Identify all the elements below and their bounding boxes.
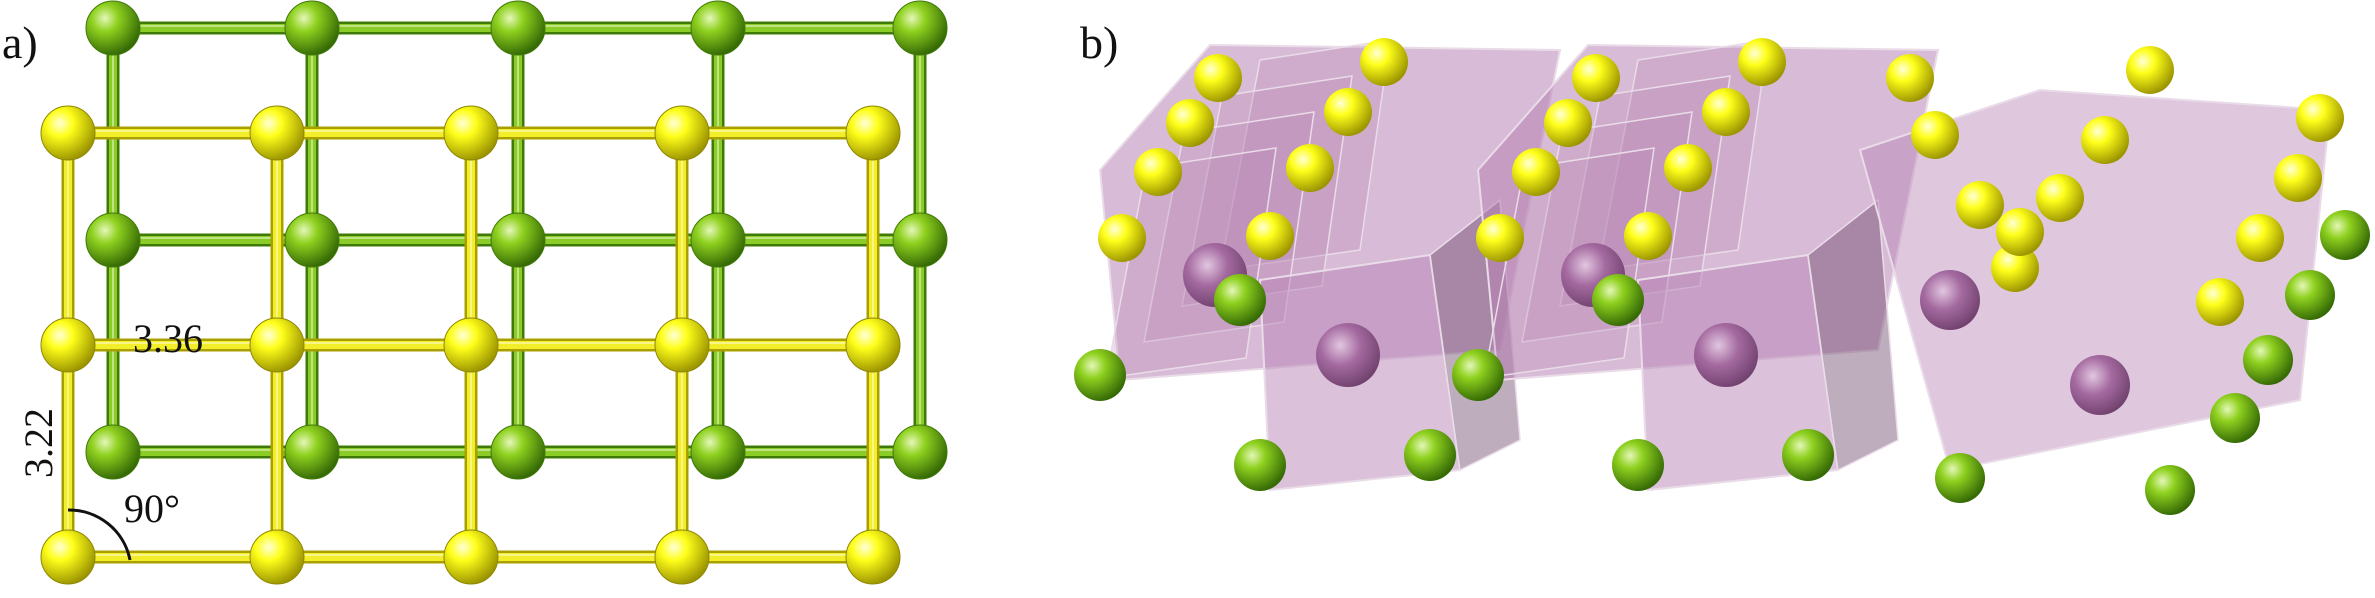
green-atom xyxy=(490,424,546,480)
green-atoms xyxy=(1074,210,2370,515)
yellow-atom xyxy=(2196,278,2244,326)
coordination-polyhedra xyxy=(1098,39,2332,492)
green-atom xyxy=(1935,453,1985,503)
yellow-atom xyxy=(1996,208,2044,256)
yellow-sublattice-atoms xyxy=(40,105,901,585)
yellow-atom xyxy=(845,529,901,585)
yellow-atom xyxy=(1991,244,2039,292)
green-atom xyxy=(2145,465,2195,515)
vertical-bond-length-label: 3.22 xyxy=(16,408,61,478)
green-atom xyxy=(85,424,141,480)
yellow-atom xyxy=(654,317,710,373)
green-atom xyxy=(1234,439,1286,491)
yellow-atom xyxy=(1512,148,1560,196)
green-atom xyxy=(85,0,141,56)
polyhedron-face xyxy=(1807,198,1899,472)
green-atom xyxy=(892,424,948,480)
yellow-atom xyxy=(249,317,305,373)
green-atom xyxy=(284,424,340,480)
green-atom xyxy=(490,0,546,56)
green-atom xyxy=(490,212,546,268)
green-atom xyxy=(892,0,948,56)
yellow-atom xyxy=(1956,181,2004,229)
yellow-atom xyxy=(249,529,305,585)
green-sublattice-atoms xyxy=(85,0,948,480)
yellow-atom xyxy=(654,529,710,585)
central-atoms xyxy=(1183,243,2130,415)
yellow-atom xyxy=(1572,54,1620,102)
panel-b-polyhedral-structure: b) xyxy=(1074,17,2370,515)
yellow-atom xyxy=(1911,111,1959,159)
panel-b-label: b) xyxy=(1080,17,1118,68)
yellow-atom xyxy=(2081,116,2129,164)
yellow-atoms xyxy=(1098,38,2344,326)
green-atom xyxy=(690,212,746,268)
yellow-atom xyxy=(1324,88,1372,136)
center-atom xyxy=(1920,270,1980,330)
yellow-atom xyxy=(443,529,499,585)
yellow-atom xyxy=(1544,99,1592,147)
green-atom xyxy=(2320,210,2370,260)
yellow-atom xyxy=(2296,94,2344,142)
green-atom xyxy=(1404,429,1456,481)
yellow-atom xyxy=(1286,144,1334,192)
yellow-atom xyxy=(1194,54,1242,102)
yellow-atom xyxy=(2274,154,2322,202)
yellow-atom xyxy=(845,317,901,373)
panel-a-square-lattice: a) 3.36 3.22 90° xyxy=(2,0,948,585)
yellow-atom xyxy=(1664,144,1712,192)
green-atom xyxy=(284,212,340,268)
yellow-atom xyxy=(40,529,96,585)
yellow-atom xyxy=(1246,212,1294,260)
yellow-atom xyxy=(2236,214,2284,262)
center-atom xyxy=(1694,323,1758,387)
angle-arc xyxy=(67,508,132,561)
green-atom xyxy=(1782,429,1834,481)
angle-label: 90° xyxy=(124,486,180,531)
green-atom xyxy=(2243,335,2293,385)
yellow-atom xyxy=(1134,148,1182,196)
yellow-atom xyxy=(1476,214,1524,262)
yellow-atom xyxy=(1624,212,1672,260)
yellow-atom xyxy=(443,317,499,373)
green-atom xyxy=(1612,439,1664,491)
green-atom xyxy=(690,0,746,56)
center-atom xyxy=(1316,323,1380,387)
center-atom xyxy=(2070,355,2130,415)
yellow-atom xyxy=(40,105,96,161)
yellow-atom xyxy=(40,317,96,373)
yellow-atom xyxy=(1166,99,1214,147)
yellow-atom xyxy=(1098,214,1146,262)
yellow-atom xyxy=(1360,38,1408,86)
green-atom xyxy=(85,212,141,268)
yellow-atom xyxy=(654,105,710,161)
green-atom xyxy=(2210,393,2260,443)
yellow-atom xyxy=(443,105,499,161)
horizontal-bond-length-label: 3.36 xyxy=(133,316,203,361)
yellow-atom xyxy=(1702,88,1750,136)
green-atom xyxy=(284,0,340,56)
yellow-atom xyxy=(845,105,901,161)
green-atom xyxy=(2285,270,2335,320)
yellow-atom xyxy=(249,105,305,161)
yellow-atom xyxy=(1886,54,1934,102)
panel-a-label: a) xyxy=(2,17,38,68)
yellow-atom xyxy=(2036,174,2084,222)
green-atom xyxy=(1592,274,1644,326)
green-atom xyxy=(1214,274,1266,326)
green-atom xyxy=(1452,349,1504,401)
yellow-atom xyxy=(2126,46,2174,94)
yellow-atom xyxy=(1738,38,1786,86)
green-atom xyxy=(690,424,746,480)
green-atom xyxy=(1074,349,1126,401)
green-atom xyxy=(892,212,948,268)
